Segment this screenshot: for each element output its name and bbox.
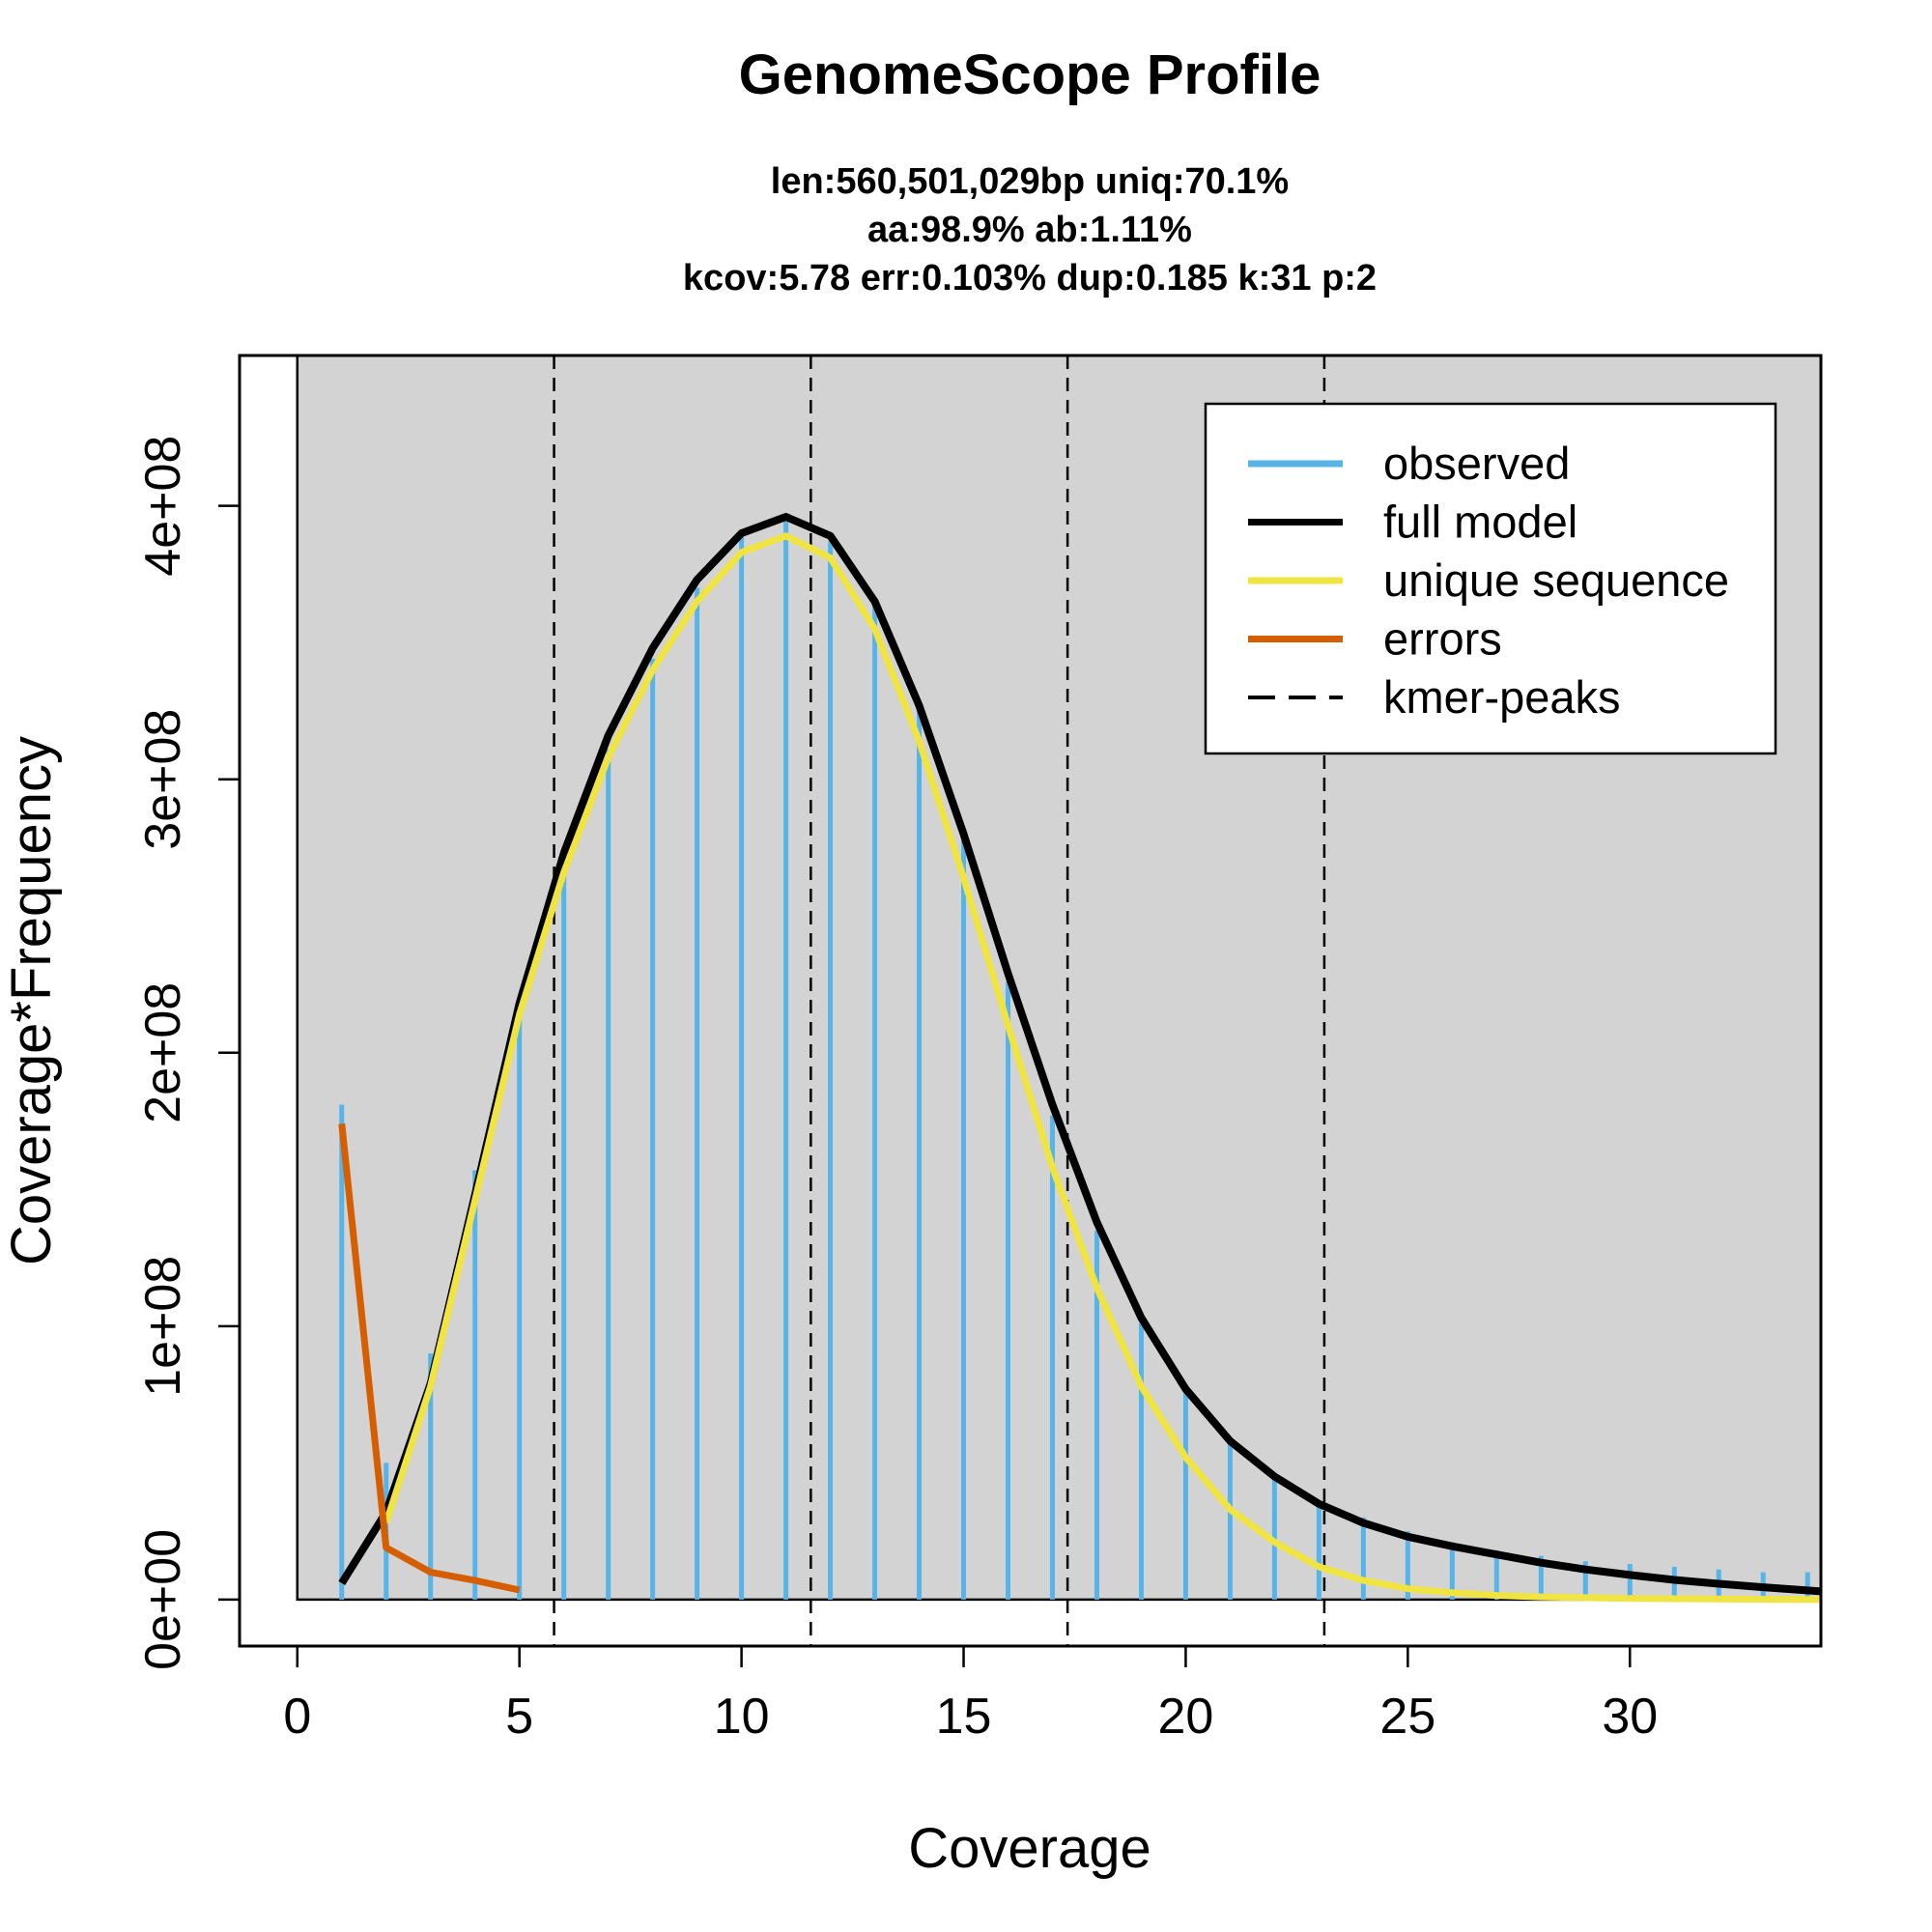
kmer-peaks-series — [553, 355, 1326, 1646]
y-tick-label: 4e+08 — [135, 436, 191, 577]
x-tick-label: 5 — [505, 1689, 533, 1745]
y-tick-label: 0e+00 — [135, 1529, 191, 1670]
chart-subtitle-line-3: kcov:5.78 err:0.103% dup:0.185 k:31 p:2 — [683, 258, 1377, 298]
chart-title: GenomeScope Profile — [739, 43, 1321, 106]
x-axis: 0 5 10 15 20 25 30 — [283, 1646, 1658, 1745]
x-tick-label: 25 — [1379, 1689, 1435, 1745]
x-axis-label: Coverage — [908, 1817, 1151, 1880]
y-tick-label: 2e+08 — [135, 982, 191, 1123]
x-tick-label: 10 — [714, 1689, 770, 1745]
legend-label-errors: errors — [1383, 613, 1502, 665]
x-tick-label: 20 — [1158, 1689, 1214, 1745]
model-lines — [338, 513, 1822, 1604]
y-tick-label: 3e+08 — [135, 709, 191, 850]
legend-label-kmer-peaks: kmer-peaks — [1383, 671, 1621, 723]
observed-series — [339, 519, 1810, 1600]
errors-line — [338, 1123, 521, 1594]
x-tick-label: 0 — [283, 1689, 311, 1745]
legend-label-observed: observed — [1383, 438, 1570, 489]
full-model-line — [338, 513, 1822, 1596]
legend-label-full-model: full model — [1383, 497, 1577, 548]
y-axis: 0e+00 1e+08 2e+08 3e+08 4e+08 — [135, 436, 240, 1670]
legend-label-unique-sequence: unique sequence — [1383, 554, 1729, 606]
legend: observed full model unique sequence errors k… — [1204, 402, 1777, 755]
x-tick-label: 15 — [936, 1689, 992, 1745]
y-tick-label: 1e+08 — [135, 1256, 191, 1397]
plot-border — [238, 354, 1823, 1648]
unique-sequence-line — [383, 532, 1822, 1604]
chart-subtitle-line-2: aa:98.9% ab:1.11% — [867, 210, 1192, 250]
y-axis-label: Coverage*Frequency — [0, 736, 63, 1265]
x-tick-label: 30 — [1602, 1689, 1658, 1745]
chart-subtitle-line-1: len:560,501,029bp uniq:70.1% — [771, 161, 1289, 202]
